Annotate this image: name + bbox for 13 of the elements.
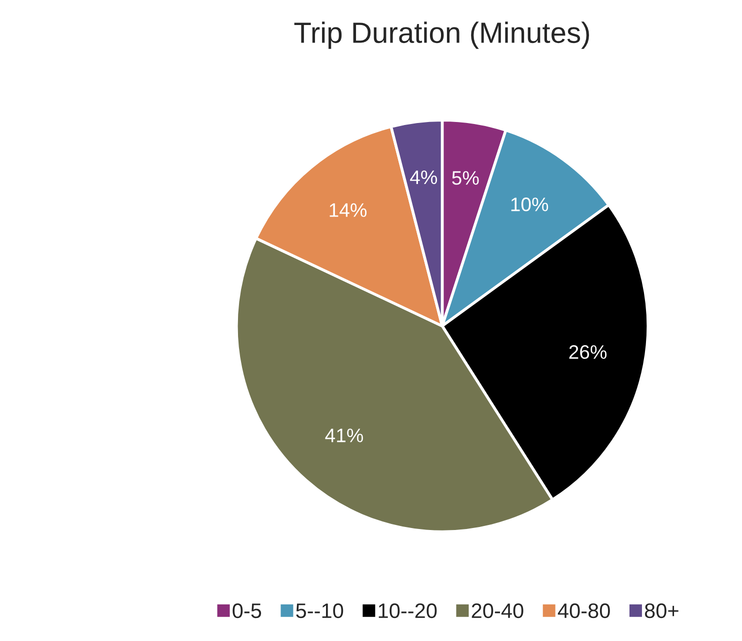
legend-label: 40-80 [558, 603, 610, 618]
chart-title: Trip Duration (Minutes) [294, 22, 589, 49]
legend-label: 5--10 [296, 603, 344, 618]
legend-label: 10--20 [378, 603, 437, 618]
legend-label: 20-40 [472, 603, 524, 618]
data-label: 26% [569, 345, 607, 359]
data-label: 4% [410, 170, 438, 184]
data-label: 41% [325, 428, 364, 442]
legend-label: 0-5 [232, 603, 262, 618]
data-label: 5% [452, 171, 479, 185]
legend-label: 80+ [644, 603, 678, 618]
data-label: 14% [330, 203, 367, 217]
data-label: 10% [511, 198, 548, 212]
